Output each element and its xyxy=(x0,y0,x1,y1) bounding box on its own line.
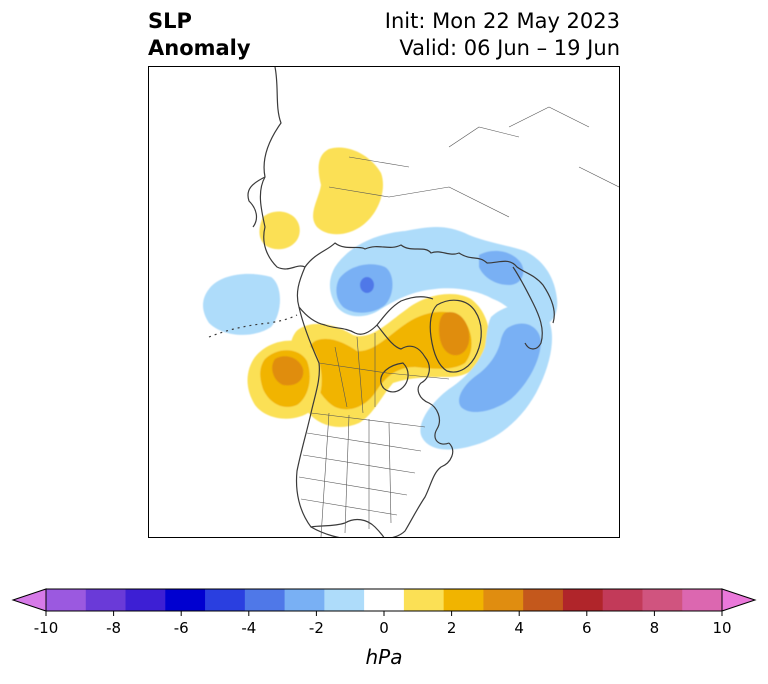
colorbar-tick-label: -8 xyxy=(106,619,121,637)
canada-arctic-coast xyxy=(376,324,450,445)
anomaly-field xyxy=(203,147,558,450)
colorbar-segment xyxy=(244,589,286,611)
title-line-2: Anomaly xyxy=(148,36,251,60)
colorbar-low-extension xyxy=(11,588,47,612)
title-line-1: SLP xyxy=(148,9,192,33)
negative-anomaly-alaska-pacific xyxy=(203,273,280,335)
hudson-bay xyxy=(380,362,409,393)
colorbar-tick-label: 8 xyxy=(650,619,660,637)
coastlines xyxy=(208,67,619,537)
asia-coastline xyxy=(259,67,555,324)
negative-anomaly-arctic-peak xyxy=(360,277,374,293)
political-borders xyxy=(298,106,619,537)
colorbar-segment xyxy=(642,589,683,611)
negative-anomaly-barents-kara xyxy=(479,250,524,285)
florida-gulf xyxy=(310,518,385,537)
init-date-label: Init: Mon 22 May 2023 xyxy=(384,9,620,33)
colorbar-segment xyxy=(324,589,365,611)
positive-anomaly-siberia xyxy=(313,147,383,235)
colorbar-segments xyxy=(46,589,723,611)
colorbar-tick-label: -2 xyxy=(309,619,324,637)
colorbar-unit-label: hPa xyxy=(365,645,403,669)
colorbar-segment xyxy=(205,589,246,611)
colorbar-segment xyxy=(443,589,484,611)
map-panel xyxy=(148,66,620,538)
kamchatka-coast xyxy=(247,176,266,228)
colorbar-segment xyxy=(483,589,524,611)
colorbar-tick-label: -10 xyxy=(34,619,59,637)
colorbar-ticks: -10 -8 -6 -4 -2 0 2 4 6 8 10 xyxy=(34,611,732,637)
positive-anomaly-greenland-peak xyxy=(439,312,470,356)
colorbar-tick-label: -4 xyxy=(241,619,256,637)
scandinavia-coast xyxy=(512,266,543,350)
colorbar-tick-label: 10 xyxy=(712,619,731,637)
colorbar-tick-label: 2 xyxy=(447,619,457,637)
colorbar-segment xyxy=(602,589,643,611)
na-pacific-coast xyxy=(295,306,340,537)
negative-anomaly-north-atlantic-core xyxy=(458,323,541,413)
colorbar-tick-label: 4 xyxy=(514,619,524,637)
colorbar-segment xyxy=(403,589,445,611)
colorbar-segment xyxy=(284,589,325,611)
colorbar-segment xyxy=(364,589,405,611)
valid-period-label: Valid: 06 Jun – 19 Jun xyxy=(399,36,620,60)
colorbar-tick-label: 6 xyxy=(582,619,592,637)
colorbar-segment xyxy=(682,589,723,611)
colorbar-segment xyxy=(165,589,206,611)
colorbar-segment xyxy=(46,589,87,611)
colorbar: -10 -8 -6 -4 -2 0 2 4 6 8 10 xyxy=(11,588,757,637)
colorbar-tick-label: -6 xyxy=(174,619,189,637)
colorbar-tick-label: 0 xyxy=(379,619,389,637)
colorbar-high-extension xyxy=(721,588,757,612)
chart-title: SLP Anomaly xyxy=(148,8,251,62)
colorbar-segment xyxy=(85,589,127,611)
forecast-info: Init: Mon 22 May 2023 Valid: 06 Jun – 19… xyxy=(385,8,620,62)
na-atlantic-coast xyxy=(392,442,454,537)
positive-anomaly-east-siberia xyxy=(259,211,300,250)
colorbar-segment xyxy=(125,589,166,611)
aleutian-chain xyxy=(208,314,298,338)
colorbar-segment xyxy=(523,589,564,611)
colorbar-segment xyxy=(562,589,604,611)
greenland-coastline xyxy=(429,299,482,373)
positive-anomaly-ne-pacific-peak xyxy=(272,356,304,386)
polar-map xyxy=(203,67,619,537)
